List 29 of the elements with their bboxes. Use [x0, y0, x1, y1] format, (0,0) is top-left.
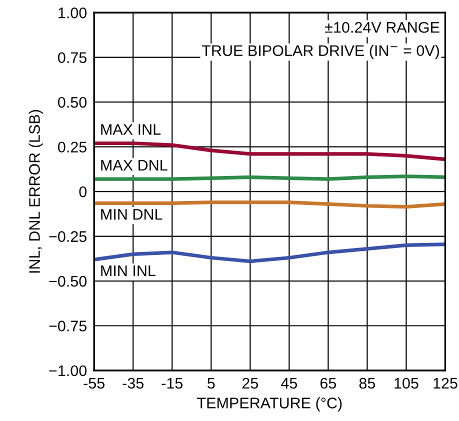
series-label: MAX DNL	[101, 160, 168, 170]
y-tick-label: 0.75	[58, 52, 87, 64]
y-tick-label: 0	[79, 186, 87, 198]
series-label: MIN DNL	[101, 209, 162, 220]
y-tick-label: 0.50	[58, 96, 87, 108]
x-tick-label: -55	[84, 378, 104, 389]
x-tick-label: 125	[434, 378, 458, 389]
y-tick-label: −0.75	[49, 320, 87, 332]
y-axis-title: INL, DNL ERROR (LSB)	[28, 110, 43, 273]
y-tick-label: −0.50	[49, 276, 87, 287]
line-series	[94, 242, 446, 264]
y-tick-label: −1.00	[49, 365, 87, 376]
x-tick-label: -35	[122, 378, 144, 389]
series-label: MIN INL	[101, 265, 156, 276]
x-tick-label: 65	[320, 378, 336, 389]
x-tick-label: -15	[162, 378, 183, 389]
x-axis-title: TEMPERATURE (°C)	[197, 397, 342, 412]
series-label: MAX INL	[101, 124, 161, 135]
line-series	[94, 141, 446, 162]
y-tick-label: 1.00	[58, 8, 87, 18]
annotation: TRUE BIPOLAR DRIVE (IN$^{−}$ = 0V)	[202, 44, 439, 60]
x-tick-label: 105	[394, 378, 418, 389]
annotation: ±10.24V RANGE	[325, 22, 440, 33]
x-tick-label: 5	[208, 378, 215, 389]
x-tick-label: 25	[242, 378, 258, 389]
x-tick-label: 45	[281, 378, 298, 389]
x-tick-label: 85	[359, 378, 376, 389]
y-tick-label: 0.25	[58, 142, 87, 153]
y-tick-label: −0.25	[49, 231, 87, 242]
